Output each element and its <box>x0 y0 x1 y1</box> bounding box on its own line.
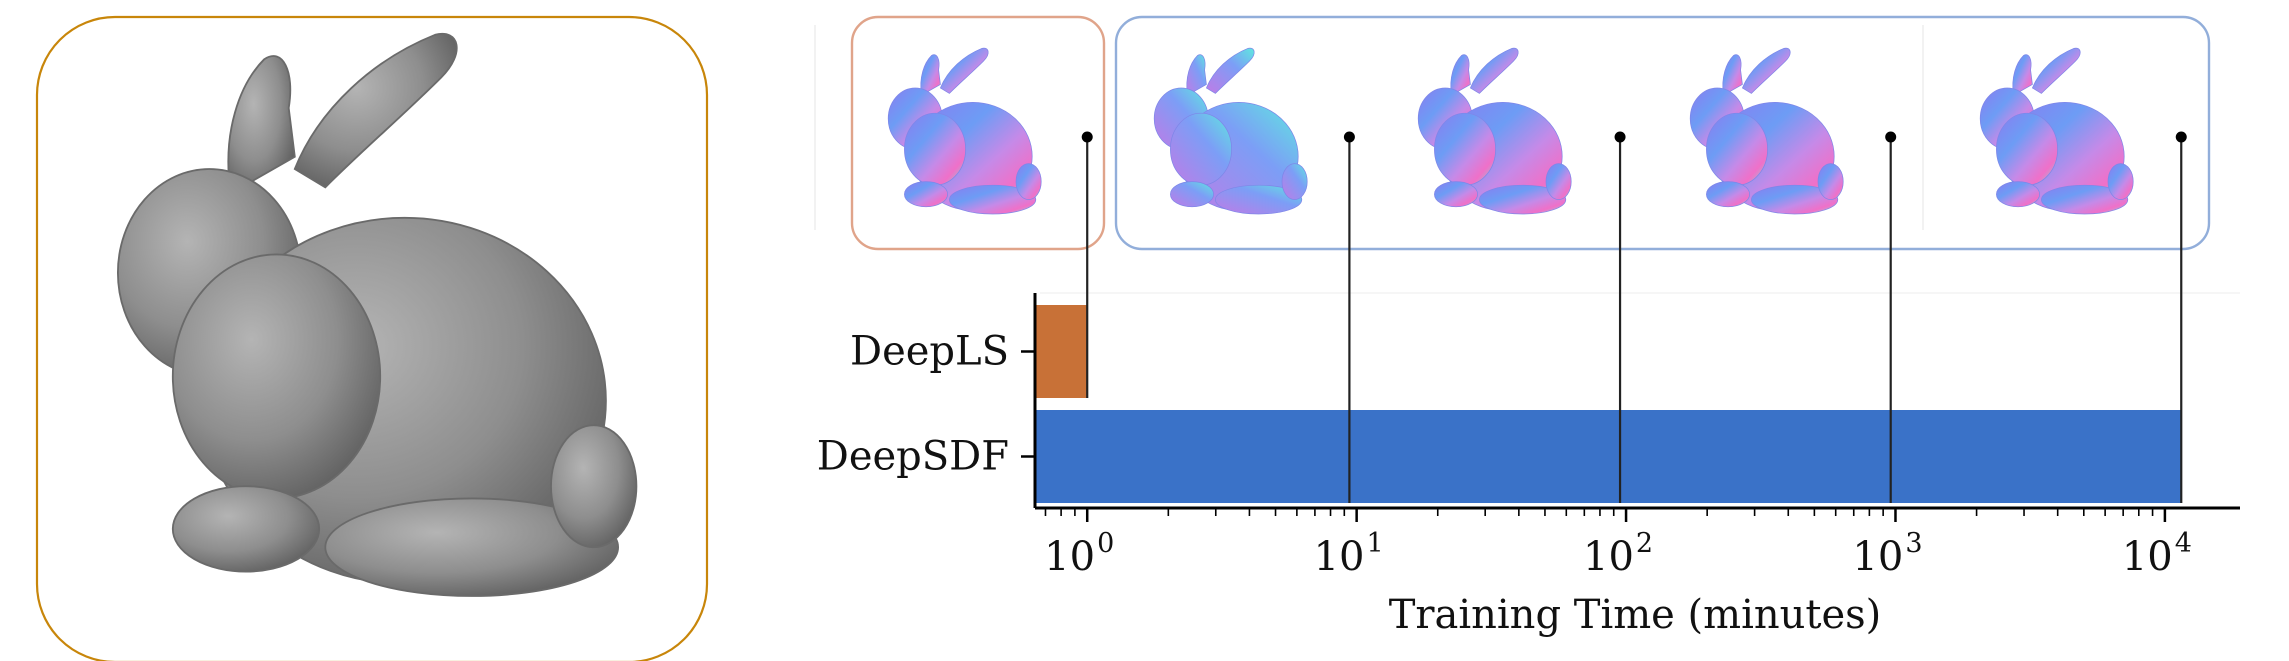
x-ticks: 100 101 102 103 104 <box>1044 508 2192 580</box>
bar-deepls <box>1035 305 1088 398</box>
deepsdf-snapshot-bunny <box>1979 47 2134 215</box>
deepsdf-snapshot-bunny <box>1417 47 1572 215</box>
x-tick-label: 104 <box>2122 528 2192 580</box>
deepsdf-snapshot-bunny <box>1689 47 1844 215</box>
deepls-snapshot-frame <box>850 15 1106 251</box>
y-tick-label: DeepLS <box>850 329 1009 375</box>
snapshot-markers <box>1081 131 2187 503</box>
snapshot-marker-dot <box>1343 131 1355 143</box>
y-tick-label: DeepSDF <box>817 434 1009 480</box>
bars <box>1035 305 2182 503</box>
deepls-snapshot-bunny <box>887 47 1042 215</box>
snapshot-marker-dot <box>1614 131 1626 143</box>
reference-panel <box>35 15 709 661</box>
snapshot-marker-dot <box>1081 131 1093 143</box>
x-tick-label: 101 <box>1314 528 1384 580</box>
x-tick-label: 102 <box>1583 528 1653 580</box>
bar-deepsdf <box>1035 410 2182 503</box>
x-axis-label: Training Time (minutes) <box>1389 592 1882 638</box>
deepsdf-snapshot-bunny <box>1153 47 1308 215</box>
x-tick-label: 100 <box>1044 528 1114 580</box>
deepsdf-snapshot-frame <box>1114 15 2211 251</box>
snapshot-marker-dot <box>2175 131 2187 143</box>
x-tick-label: 103 <box>1852 528 1922 580</box>
snapshot-marker-dot <box>1885 131 1897 143</box>
y-tick-labels: DeepLS DeepSDF <box>817 329 1035 480</box>
axes <box>1033 293 2240 510</box>
